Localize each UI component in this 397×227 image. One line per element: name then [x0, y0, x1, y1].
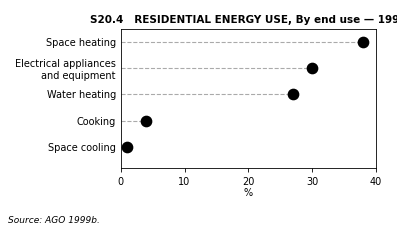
Point [309, 66, 315, 70]
Text: Source: AGO 1999b.: Source: AGO 1999b. [8, 216, 100, 225]
Point [290, 92, 296, 96]
Title: S20.4   RESIDENTIAL ENERGY USE, By end use — 1998: S20.4 RESIDENTIAL ENERGY USE, By end use… [90, 15, 397, 25]
Point [360, 40, 366, 44]
Point [124, 145, 130, 149]
Point [143, 119, 149, 122]
X-axis label: %: % [244, 188, 253, 198]
